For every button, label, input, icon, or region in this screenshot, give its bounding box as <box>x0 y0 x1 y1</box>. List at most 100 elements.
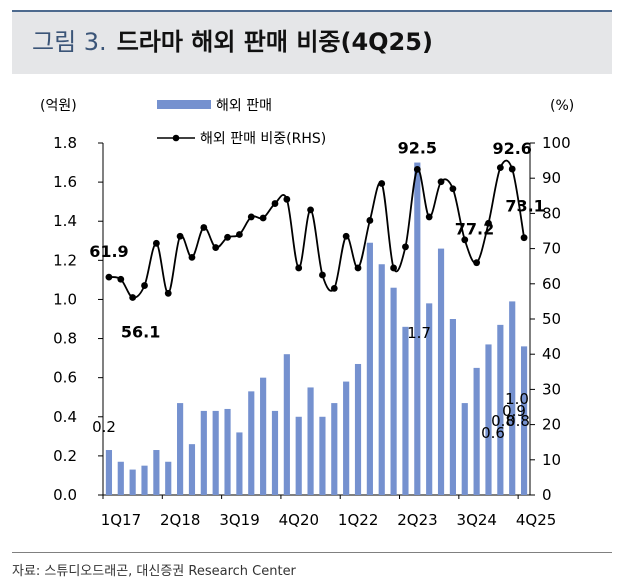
left-tick-label: 0.2 <box>53 447 77 465</box>
bar <box>271 410 279 495</box>
right-tick-label: 40 <box>542 345 561 363</box>
bar <box>307 387 314 495</box>
legend-bar-swatch <box>157 100 211 109</box>
data-labels: 61.9 56.1 92.5 77.2 92.6 73.1 0.2 1.7 0.60.80.91… <box>89 138 545 442</box>
chart-area: 0.00.20.40.60.81.01.21.41.61.80102030405… <box>40 98 574 529</box>
left-axis-unit: (억원) <box>40 98 77 114</box>
line-marker <box>413 166 421 173</box>
bar <box>165 461 172 495</box>
left-tick-label: 1.8 <box>53 134 77 152</box>
bar <box>485 344 492 495</box>
line-marker <box>200 224 208 231</box>
line-marker <box>366 217 374 224</box>
bar <box>331 403 338 495</box>
right-tick-label: 90 <box>542 169 561 187</box>
bar <box>390 287 397 495</box>
line-marker <box>105 273 113 281</box>
bar <box>248 391 255 495</box>
bar <box>177 403 184 495</box>
left-tick-label: 1.6 <box>53 173 77 191</box>
data-label: 92.6 <box>492 139 531 158</box>
line-series <box>105 159 528 301</box>
line-marker <box>319 271 326 279</box>
line-marker <box>224 233 231 241</box>
x-tick-label: 2Q23 <box>397 511 437 529</box>
x-tick-label: 3Q24 <box>457 511 497 529</box>
bar <box>461 403 468 495</box>
chart-title: 그림 3. 드라마 해외 판매 비중(4Q25) <box>32 26 433 58</box>
data-label: 0.8 <box>506 412 530 430</box>
line-marker <box>390 264 397 272</box>
data-label: 0.9 <box>502 402 526 420</box>
bar <box>283 354 290 495</box>
left-tick-label: 0.6 <box>53 369 77 387</box>
bar <box>105 450 113 495</box>
right-tick-label: 0 <box>542 486 552 504</box>
data-label: 0.6 <box>481 424 505 442</box>
bar <box>366 242 373 495</box>
x-tick-label: 1Q22 <box>338 511 378 529</box>
line-marker <box>117 275 125 283</box>
left-tick-label: 0.0 <box>53 486 77 504</box>
bar <box>520 346 528 495</box>
left-tick-label: 1.0 <box>53 290 77 308</box>
bar <box>319 416 326 495</box>
line-marker <box>176 232 184 240</box>
left-tick-label: 1.4 <box>53 212 77 230</box>
line-marker <box>461 236 469 244</box>
bar <box>473 367 480 495</box>
right-tick-label: 70 <box>542 240 561 258</box>
bar <box>141 465 148 495</box>
source-divider <box>12 552 612 553</box>
line-marker <box>129 294 137 301</box>
line-marker <box>496 164 504 172</box>
line-marker <box>271 200 279 207</box>
line-marker <box>449 185 457 193</box>
data-label: 0.8 <box>491 412 515 430</box>
data-label: 92.5 <box>398 138 437 157</box>
line-marker <box>188 254 196 261</box>
bar <box>402 326 409 495</box>
bar <box>509 301 516 495</box>
legend-line-marker <box>172 134 180 142</box>
figure-number: 그림 3. <box>32 28 107 56</box>
bar <box>295 416 302 495</box>
data-label: 61.9 <box>89 242 128 261</box>
line-marker <box>259 214 267 222</box>
bar <box>497 324 504 495</box>
line-marker <box>520 234 528 242</box>
bar <box>354 363 362 495</box>
bar <box>200 410 207 495</box>
x-tick-label: 4Q20 <box>279 511 319 529</box>
line-marker <box>378 180 386 187</box>
source-note: 자료: 스튜디오드래곤, 대신증권 Research Center <box>12 564 296 579</box>
line-marker <box>141 282 148 289</box>
axes: 0.00.20.40.60.81.01.21.41.61.80102030405… <box>53 134 571 529</box>
legend-line-label: 해외 판매 비중(RHS) <box>200 131 326 147</box>
line-marker <box>402 243 409 251</box>
x-tick-label: 3Q19 <box>219 511 259 529</box>
bar <box>343 381 350 495</box>
bar <box>153 450 160 495</box>
line-marker <box>236 231 243 238</box>
line-marker <box>330 284 338 292</box>
left-tick-label: 0.4 <box>53 408 77 426</box>
right-tick-label: 10 <box>542 451 561 469</box>
right-tick-label: 30 <box>542 380 561 398</box>
line-marker <box>283 195 291 203</box>
bar <box>129 469 136 495</box>
bar <box>117 461 124 495</box>
line-marker <box>508 165 516 173</box>
left-tick-label: 0.8 <box>53 330 77 348</box>
bar <box>449 319 456 495</box>
legend: 해외 판매 해외 판매 비중(RHS) <box>157 98 326 147</box>
right-tick-label: 50 <box>542 310 561 328</box>
line-marker <box>247 213 255 221</box>
data-label: 0.2 <box>92 418 116 436</box>
right-axis-unit: (%) <box>550 98 574 114</box>
bar <box>260 377 267 495</box>
line-marker <box>212 244 220 251</box>
right-tick-label: 100 <box>542 134 571 152</box>
data-label: 56.1 <box>121 323 160 342</box>
bar <box>378 264 385 495</box>
